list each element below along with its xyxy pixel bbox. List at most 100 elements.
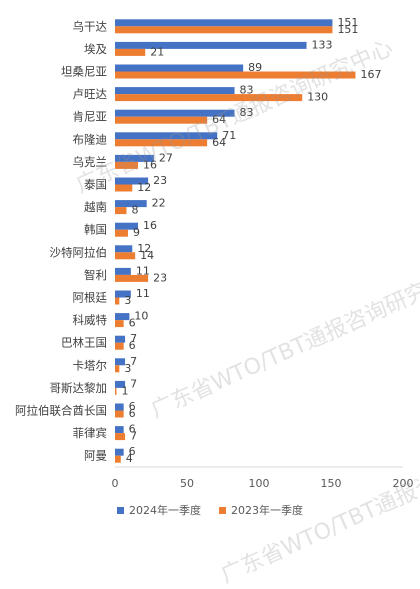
data-label: 133 [312, 38, 333, 51]
bar-2023 [115, 26, 333, 34]
bar-2024 [115, 132, 218, 140]
bar-2024 [115, 358, 126, 366]
category-label: 卢旺达 [73, 87, 108, 101]
data-label: 10 [134, 310, 148, 323]
data-label: 6 [129, 317, 136, 330]
category-label: 韩国 [84, 223, 107, 237]
data-label: 167 [360, 68, 381, 81]
data-label: 23 [153, 271, 167, 284]
data-label: 11 [136, 264, 150, 277]
bar-2023 [115, 207, 127, 215]
data-label: 23 [153, 174, 167, 187]
category-label: 科威特 [73, 313, 108, 327]
bar-2024 [115, 335, 126, 343]
category-label: 坦桑尼亚 [61, 65, 107, 79]
bar-2023 [115, 48, 146, 56]
data-label: 14 [140, 249, 154, 262]
bar-2024 [115, 290, 131, 298]
category-label: 布隆迪 [73, 132, 108, 146]
data-label: 7 [130, 332, 137, 345]
category-label: 哥斯达黎加 [50, 381, 108, 395]
category-label: 乌克兰 [73, 155, 108, 169]
bar-2024 [115, 64, 244, 72]
data-label: 151 [337, 23, 358, 36]
data-label: 3 [124, 362, 131, 375]
data-label: 11 [136, 287, 150, 300]
data-label: 8 [132, 204, 139, 217]
bar-2024 [115, 267, 131, 275]
data-label: 151 [337, 16, 358, 29]
data-label: 1 [121, 384, 128, 397]
data-label: 3 [124, 294, 131, 307]
category-label: 埃及 [84, 42, 107, 56]
category-label: 阿曼 [84, 449, 107, 463]
bar-2023 [115, 455, 121, 463]
category-label: 泰国 [84, 178, 107, 192]
category-label: 乌干达 [73, 19, 108, 33]
data-label: 6 [129, 407, 136, 420]
x-tick-label: 100 [249, 477, 270, 490]
data-label: 89 [248, 61, 262, 74]
category-label: 沙特阿拉伯 [50, 245, 108, 259]
legend-swatch-2023 [219, 506, 226, 514]
bar-2024 [115, 200, 147, 208]
bar-2023 [115, 94, 303, 102]
category-label: 阿拉伯联合酋长国 [15, 404, 107, 418]
bar-2023 [115, 297, 120, 305]
x-tick-label: 200 [393, 477, 414, 490]
data-label: 83 [240, 84, 254, 97]
bar-2023 [115, 184, 133, 192]
bar-2024 [115, 313, 130, 321]
bar-2024 [115, 41, 307, 49]
data-label: 12 [137, 181, 151, 194]
data-label: 64 [212, 136, 226, 149]
category-label: 卡塔尔 [73, 358, 108, 372]
data-label: 21 [150, 45, 164, 58]
data-label: 7 [130, 377, 137, 390]
data-label: 27 [159, 151, 173, 164]
category-label: 菲律宾 [73, 426, 108, 440]
data-label: 4 [126, 452, 133, 465]
bar-2024 [115, 380, 126, 388]
bar-2024 [115, 19, 333, 27]
bar-2023 [115, 229, 128, 237]
bar-2023 [115, 342, 124, 350]
legend-item-2024: 2024年一季度 [117, 502, 201, 518]
category-label: 智利 [84, 268, 107, 282]
bar-2023 [115, 320, 124, 328]
data-label: 16 [143, 219, 157, 232]
bar-2023 [115, 161, 139, 169]
bar-2024 [115, 222, 139, 230]
bar-2024 [115, 403, 124, 411]
bar-2023 [115, 252, 136, 260]
category-label: 肯尼亚 [73, 110, 108, 124]
bar-2024 [115, 154, 154, 162]
data-label: 130 [307, 91, 328, 104]
data-label: 64 [212, 113, 226, 126]
chart-legend: 2024年一季度 2023年一季度 [0, 500, 420, 520]
category-label: 越南 [84, 200, 107, 214]
x-tick-label: 50 [180, 477, 194, 490]
x-tick-label: 0 [112, 477, 119, 490]
data-label: 22 [152, 197, 166, 210]
bar-2024 [115, 245, 133, 253]
bar-2023 [115, 274, 149, 282]
bar-2023 [115, 433, 126, 441]
legend-label-2024: 2024年一季度 [129, 504, 201, 517]
data-label: 83 [240, 106, 254, 119]
bar-2024 [115, 177, 149, 185]
data-label: 6 [129, 423, 136, 436]
data-label: 16 [143, 158, 157, 171]
data-label: 9 [133, 226, 140, 239]
bar-2024 [115, 448, 124, 456]
legend-item-2023: 2023年一季度 [219, 502, 303, 518]
data-label: 7 [130, 355, 137, 368]
category-label: 巴林王国 [61, 336, 107, 350]
data-label: 6 [129, 339, 136, 352]
data-label: 7 [130, 430, 137, 443]
bar-2023 [115, 365, 120, 373]
bar-2024 [115, 426, 124, 434]
bar-2024 [115, 109, 235, 117]
legend-label-2023: 2023年一季度 [231, 504, 303, 517]
